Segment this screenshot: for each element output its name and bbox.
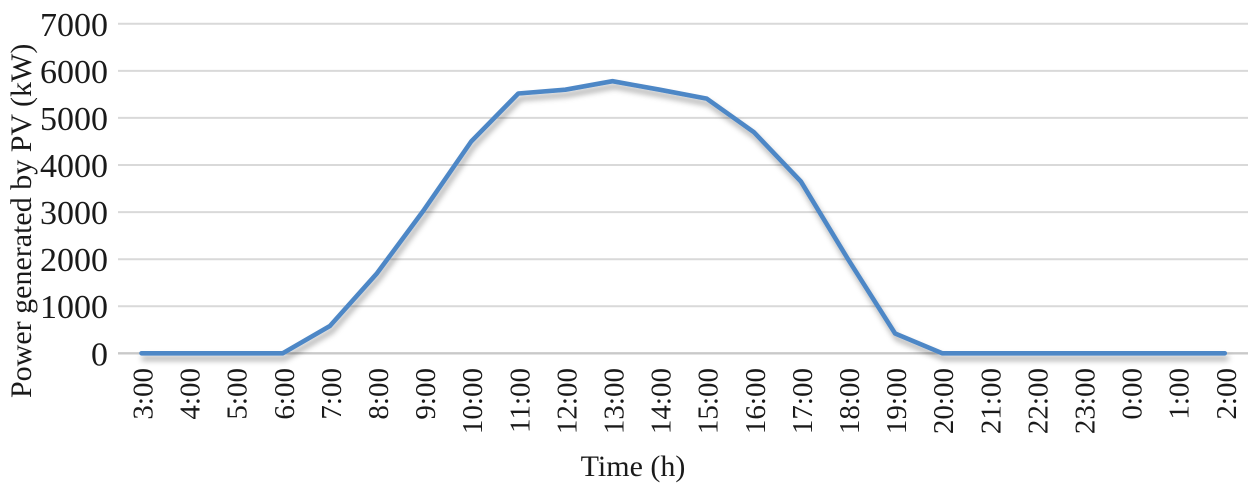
y-tick-label: 4000 — [40, 148, 108, 185]
x-tick-label: 15:00 — [693, 368, 725, 434]
x-tick-label: 7:00 — [316, 368, 348, 420]
x-tick-label: 4:00 — [175, 368, 207, 420]
y-tick-label: 7000 — [40, 7, 108, 44]
x-tick-label: 11:00 — [504, 368, 536, 433]
x-tick-label: 0:00 — [1117, 368, 1149, 420]
x-tick-label: 13:00 — [599, 368, 631, 434]
x-tick-label: 20:00 — [928, 368, 960, 434]
x-axis-title: Time (h) — [580, 450, 686, 483]
x-tick-label: 3:00 — [128, 368, 160, 420]
y-tick-label: 3000 — [40, 195, 108, 232]
x-tick-label: 9:00 — [410, 368, 442, 420]
x-tick-label: 6:00 — [269, 368, 301, 420]
x-tick-label: 5:00 — [222, 368, 254, 420]
x-tick-label: 22:00 — [1022, 368, 1054, 434]
y-tick-label: 2000 — [40, 242, 108, 279]
x-tick-label: 16:00 — [740, 368, 772, 434]
x-tick-label: 2:00 — [1211, 368, 1243, 420]
x-tick-label: 23:00 — [1070, 368, 1102, 434]
x-tick-label: 14:00 — [646, 368, 678, 434]
y-tick-label: 1000 — [40, 289, 108, 326]
x-tick-label: 12:00 — [551, 368, 583, 434]
x-tick-label: 8:00 — [363, 368, 395, 420]
x-tick-label: 1:00 — [1164, 368, 1196, 420]
pv-series-line — [139, 78, 1228, 356]
y-tick-label: 5000 — [40, 101, 108, 138]
x-tick-label: 18:00 — [834, 368, 866, 434]
x-tick-label: 10:00 — [457, 368, 489, 434]
x-tick-label: 19:00 — [881, 368, 913, 434]
y-tick-label: 0 — [91, 336, 108, 373]
y-tick-label: 6000 — [40, 54, 108, 91]
x-tick-label: 17:00 — [787, 368, 819, 434]
x-tick-label: 21:00 — [975, 368, 1007, 434]
